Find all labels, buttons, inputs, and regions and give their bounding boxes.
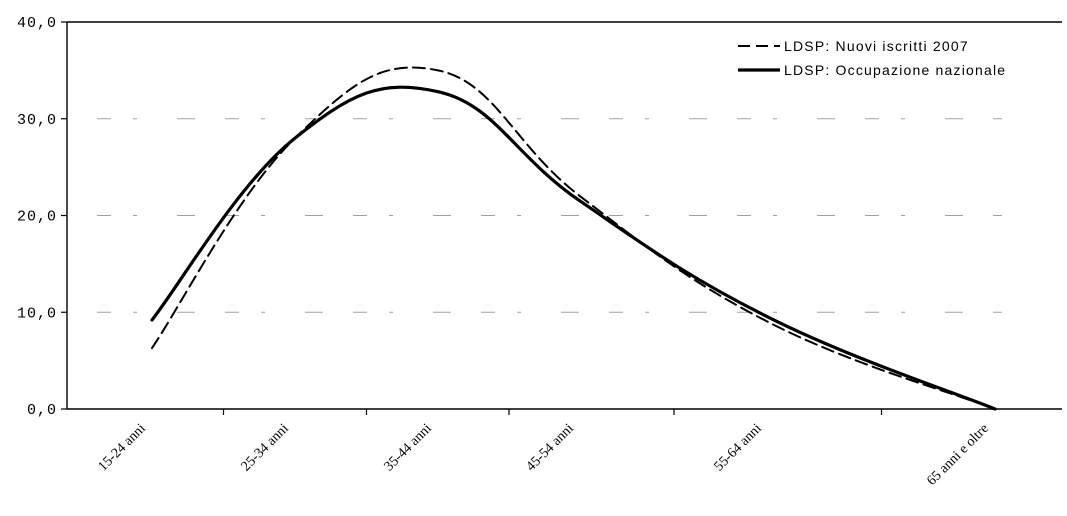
x-tick-label: 35-44 anni — [382, 421, 435, 474]
x-tick-label: 25-34 anni — [239, 421, 292, 474]
y-tick-label: 30,0 — [17, 112, 57, 129]
y-axis-ticks: 0,0 10,0 20,0 30,0 40,0 — [17, 15, 67, 419]
y-tick-label: 10,0 — [17, 305, 57, 322]
legend-label: LDSP: Occupazione nazionale — [784, 62, 1006, 78]
y-tick-label: 20,0 — [17, 209, 57, 226]
legend: LDSP: Nuovi iscritti 2007 LDSP: Occupazio… — [738, 38, 1006, 78]
y-tick-label: 40,0 — [17, 15, 57, 32]
legend-label: LDSP: Nuovi iscritti 2007 — [784, 38, 969, 54]
x-tick-label: 65 anni e oltre — [924, 421, 992, 489]
series-line-occupazione-nazionale — [150, 85, 997, 411]
x-axis-ticks: 15-24 anni 25-34 anni 35-44 anni 45-54 anni… — [96, 409, 992, 489]
x-tick-label: 15-24 anni — [96, 421, 149, 474]
y-tick-label: 0,0 — [27, 402, 57, 419]
series-line-nuovi-iscritti — [151, 66, 996, 410]
series-lines — [150, 66, 997, 411]
x-tick-label: 45-54 anni — [524, 421, 577, 474]
x-tick-label: 55-64 anni — [712, 421, 765, 474]
